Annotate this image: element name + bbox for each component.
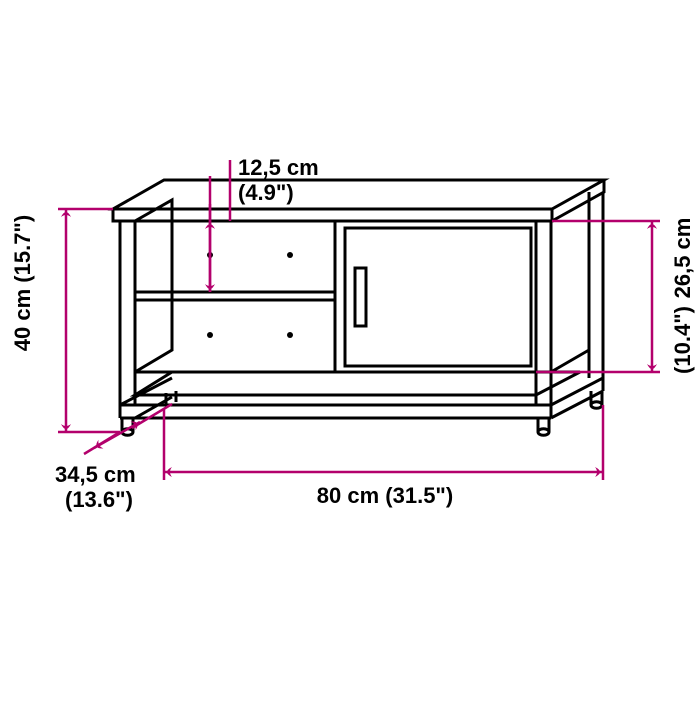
furniture-drawing bbox=[113, 180, 604, 435]
label-door-h-a: 26,5 cm bbox=[670, 218, 695, 299]
dimension-diagram: 40 cm (15.7") 12,5 cm (4.9") 26,5 cm (10… bbox=[0, 0, 700, 700]
label-shelf-h-b: (4.9") bbox=[238, 180, 294, 205]
label-shelf-h-a: 12,5 cm bbox=[238, 155, 319, 180]
label-depth-a: 34,5 cm bbox=[55, 462, 136, 487]
label-door-h-b: (10.4") bbox=[670, 306, 695, 374]
diagram-svg: 40 cm (15.7") 12,5 cm (4.9") 26,5 cm (10… bbox=[0, 0, 700, 700]
label-depth-b: (13.6") bbox=[65, 487, 133, 512]
label-height-total: 40 cm (15.7") bbox=[10, 215, 35, 351]
label-width: 80 cm (31.5") bbox=[317, 483, 453, 508]
